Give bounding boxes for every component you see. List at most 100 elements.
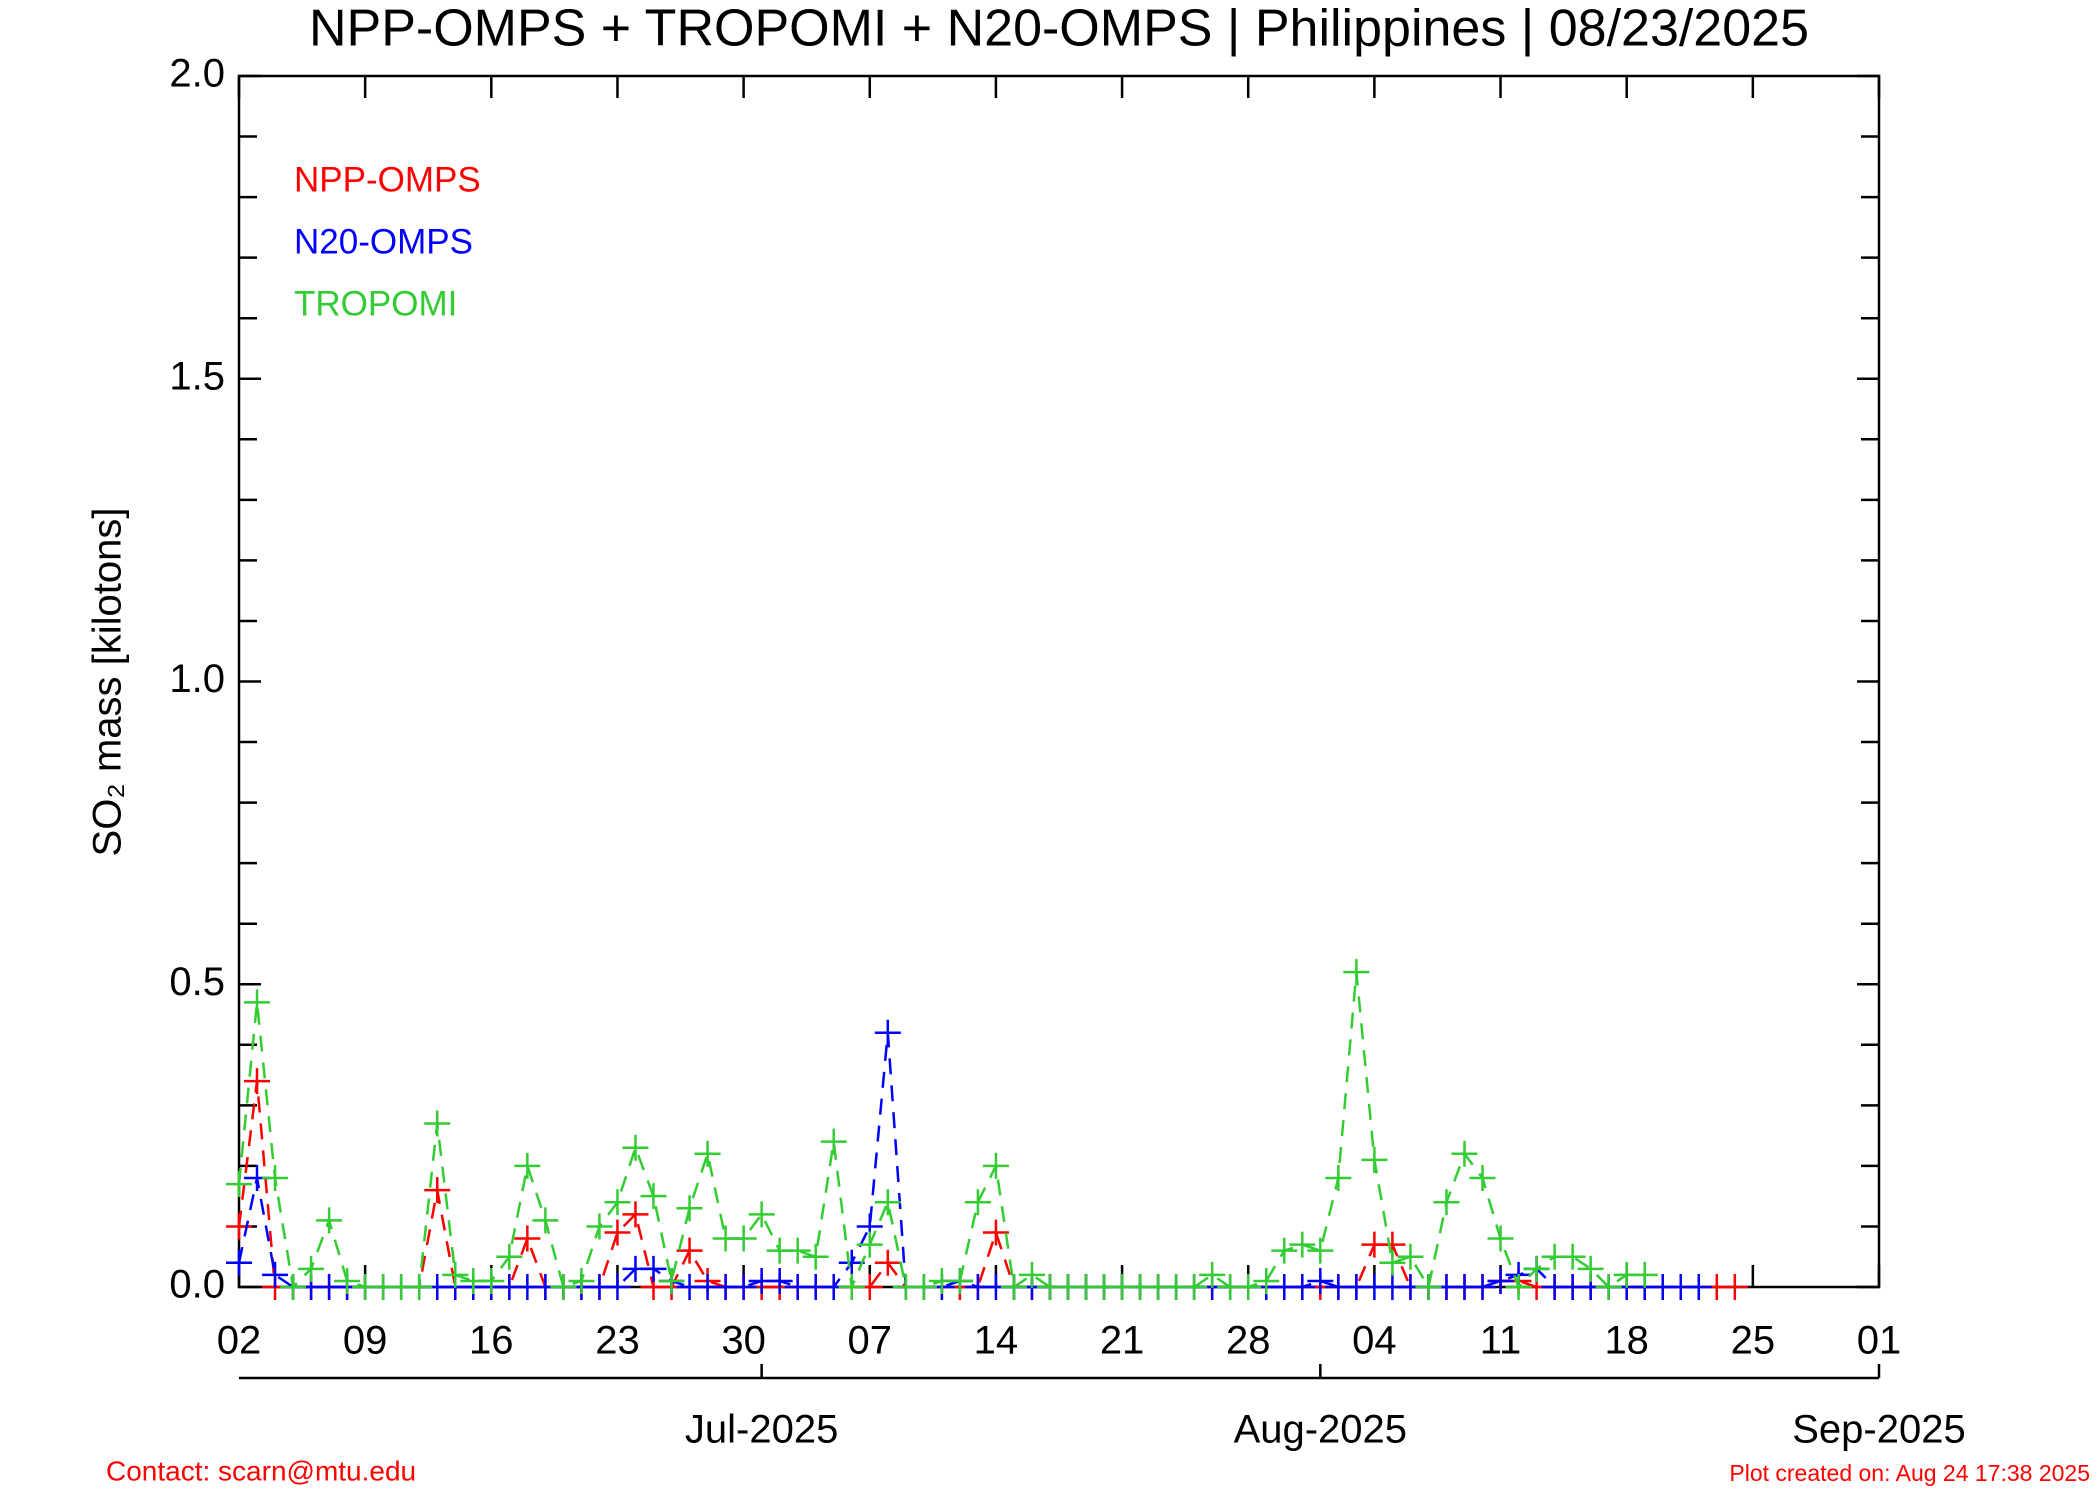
marker (550, 1274, 577, 1300)
marker (1469, 1165, 1496, 1192)
marker (1451, 1140, 1478, 1167)
marker (1307, 1267, 1334, 1294)
marker (622, 1201, 649, 1228)
y-tick-label: 2.0 (169, 52, 225, 96)
marker (766, 1267, 793, 1294)
marker (226, 1249, 252, 1276)
marker (1595, 1274, 1622, 1300)
marker (298, 1255, 325, 1282)
marker (640, 1183, 667, 1210)
marker (1415, 1274, 1442, 1300)
y-axis-label: SO₂ mass [kilotons] (86, 508, 130, 857)
marker (1000, 1274, 1027, 1300)
marker (1307, 1237, 1334, 1264)
marker (424, 1177, 451, 1204)
marker (1199, 1261, 1226, 1288)
marker (838, 1274, 865, 1300)
x-tick-label: 23 (595, 1319, 640, 1363)
marker (1433, 1189, 1460, 1216)
marker (1289, 1231, 1316, 1258)
marker (1631, 1261, 1658, 1288)
marker (1505, 1274, 1532, 1300)
marker (244, 1068, 271, 1095)
y-tick-label: 0.5 (169, 960, 225, 1004)
legend-entry: TROPOMI (294, 284, 457, 323)
marker (874, 1249, 901, 1276)
x-tick-label: 07 (848, 1319, 893, 1363)
marker (1325, 1165, 1352, 1192)
month-label: Jul-2025 (685, 1408, 838, 1452)
x-tick-label: 30 (721, 1319, 766, 1363)
marker (1361, 1146, 1388, 1173)
marker (226, 1213, 252, 1240)
x-tick-label: 25 (1731, 1319, 1776, 1363)
marker (1181, 1274, 1208, 1300)
marker (1577, 1255, 1604, 1282)
x-tick-label: 02 (217, 1319, 262, 1363)
x-tick-label: 14 (974, 1319, 1019, 1363)
marker (1685, 1274, 1712, 1300)
y-tick-label: 1.5 (169, 354, 225, 398)
series-line (237, 1032, 1699, 1289)
marker (784, 1237, 811, 1264)
marker (478, 1267, 505, 1294)
x-tick-label: 04 (1352, 1319, 1397, 1363)
month-label: Aug-2025 (1234, 1408, 1407, 1452)
marker (1235, 1274, 1262, 1300)
marker (676, 1237, 703, 1264)
marker (748, 1201, 775, 1228)
marker (244, 989, 271, 1016)
marker (514, 1152, 541, 1179)
marker (568, 1267, 595, 1294)
marker (1253, 1267, 1280, 1294)
marker (1289, 1274, 1316, 1300)
marker (226, 1171, 252, 1198)
marker (1487, 1267, 1514, 1294)
x-tick-label: 28 (1226, 1319, 1271, 1363)
marker (838, 1249, 865, 1276)
marker (802, 1243, 829, 1270)
marker (316, 1207, 343, 1234)
legend-entry: NPP-OMPS (294, 160, 481, 199)
footer-contact: Contact: scarn@mtu.edu (106, 1455, 416, 1486)
marker (1343, 959, 1370, 986)
marker (1469, 1274, 1496, 1300)
footer-created: Plot created on: Aug 24 17:38 2025 (1729, 1460, 2090, 1486)
marker (1523, 1255, 1550, 1282)
x-tick-label: 21 (1100, 1319, 1145, 1363)
marker (496, 1243, 523, 1270)
marker (1379, 1249, 1406, 1276)
month-label: Sep-2025 (1792, 1408, 1965, 1452)
marker (946, 1267, 973, 1294)
x-tick-label: 16 (469, 1319, 514, 1363)
marker (604, 1274, 631, 1300)
marker (586, 1213, 613, 1240)
marker (424, 1110, 451, 1137)
marker (730, 1274, 757, 1300)
marker (694, 1140, 721, 1167)
marker (1721, 1274, 1748, 1300)
marker (622, 1134, 649, 1161)
marker (604, 1219, 631, 1246)
x-tick-label: 11 (1480, 1319, 1522, 1363)
marker (874, 1189, 901, 1216)
marker (676, 1195, 703, 1222)
marker (1271, 1237, 1298, 1264)
legend-entry: N20-OMPS (294, 222, 473, 261)
series-line (237, 971, 1645, 1292)
series-line (237, 1080, 1735, 1289)
marker (820, 1128, 847, 1155)
marker (604, 1189, 631, 1216)
y-tick-label: 1.0 (169, 657, 225, 701)
marker (262, 1261, 289, 1288)
marker (406, 1274, 433, 1300)
marker (262, 1165, 289, 1192)
x-tick-label: 18 (1604, 1319, 1649, 1363)
marker (964, 1189, 991, 1216)
marker (1018, 1261, 1045, 1288)
marker (532, 1207, 559, 1234)
marker (910, 1274, 937, 1300)
plot-frame (237, 74, 1881, 1289)
